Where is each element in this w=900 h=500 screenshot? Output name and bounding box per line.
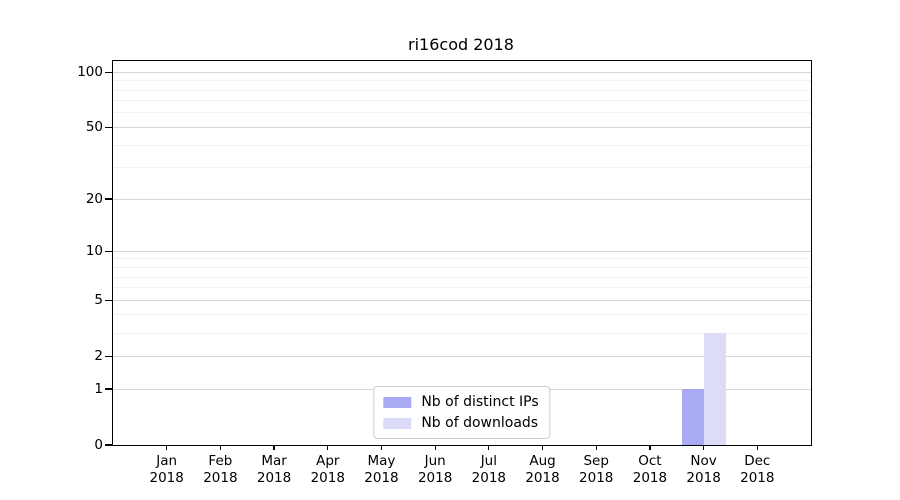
major-gridline — [113, 250, 811, 252]
x-tick-mark — [541, 445, 544, 450]
minor-gridline — [113, 89, 811, 91]
x-tick-mark — [703, 445, 705, 450]
minor-gridline — [113, 100, 811, 102]
x-tick-mark — [380, 445, 383, 450]
minor-gridline — [113, 167, 811, 169]
y-tick-label: 1 — [94, 381, 103, 397]
x-tick-mark — [166, 445, 168, 450]
y-tick-label: 2 — [94, 348, 103, 365]
x-tick-mark — [649, 445, 651, 450]
y-tick-label: 0 — [94, 437, 103, 453]
x-tick-label: Jun 2018 — [417, 453, 453, 486]
minor-gridline — [113, 258, 811, 260]
legend-item-downloads: Nb of downloads — [383, 415, 538, 431]
y-tick-mark — [105, 388, 113, 390]
y-tick-mark — [105, 250, 113, 252]
major-gridline — [113, 198, 811, 200]
minor-gridline — [113, 80, 811, 82]
x-tick-label: Dec 2018 — [740, 453, 775, 486]
major-gridline — [113, 71, 811, 73]
legend: Nb of distinct IPs Nb of downloads — [373, 386, 551, 439]
y-tick-mark — [105, 299, 113, 301]
x-tick-label: Feb 2018 — [203, 453, 238, 486]
y-tick-mark — [105, 126, 113, 128]
x-tick-label: May 2018 — [364, 453, 399, 486]
minor-gridline — [113, 112, 811, 114]
major-gridline — [113, 126, 811, 128]
y-tick-mark — [105, 198, 113, 200]
y-tick-mark — [105, 444, 113, 446]
x-tick-label: Oct 2018 — [632, 453, 668, 486]
x-tick-mark — [756, 445, 758, 450]
minor-gridline — [113, 332, 811, 334]
x-tick-label: Sep 2018 — [579, 453, 614, 486]
y-tick-label: 100 — [77, 64, 103, 81]
legend-label: Nb of downloads — [421, 415, 539, 431]
x-tick-label: Apr 2018 — [310, 453, 345, 486]
legend-item-distinct-ips: Nb of distinct IPs — [383, 394, 539, 410]
chart-title: ri16cod 2018 — [408, 35, 514, 54]
x-tick-label: Jul 2018 — [471, 453, 507, 486]
major-gridline — [113, 299, 811, 301]
x-tick-mark — [595, 445, 597, 450]
y-tick-label: 10 — [85, 243, 103, 260]
minor-gridline — [113, 144, 811, 146]
minor-gridline — [113, 314, 811, 316]
plot-area: 0 1 2 5 10 20 50 100 Jan 2018 Feb 2018 Mar 2018 Apr… — [77, 60, 812, 486]
minor-gridline — [113, 287, 811, 289]
x-tick-label: Jan 2018 — [149, 453, 184, 486]
downloads-swatch — [383, 417, 412, 429]
y-tick-mark — [105, 71, 113, 73]
major-gridline — [113, 355, 811, 357]
x-tick-mark — [488, 445, 490, 450]
x-tick-label: Nov 2018 — [686, 453, 721, 486]
legend-label: Nb of distinct IPs — [421, 394, 539, 410]
y-tick-mark — [105, 355, 113, 357]
bar-nb-of-downloads — [703, 333, 726, 445]
x-tick-mark — [273, 445, 275, 450]
bar-nb-of-distinct-ips — [681, 389, 704, 445]
y-tick-label: 50 — [85, 119, 103, 136]
y-tick-label: 20 — [85, 191, 103, 208]
x-tick-mark — [219, 445, 221, 450]
distinct-ips-swatch — [383, 396, 412, 408]
x-tick-label: Mar 2018 — [256, 453, 292, 486]
y-tick-label: 5 — [94, 292, 103, 309]
minor-gridline — [113, 267, 811, 268]
x-tick-mark — [434, 445, 436, 450]
x-tick-label: Aug 2018 — [525, 453, 560, 486]
x-tick-mark — [327, 445, 329, 450]
minor-gridline — [113, 276, 811, 278]
